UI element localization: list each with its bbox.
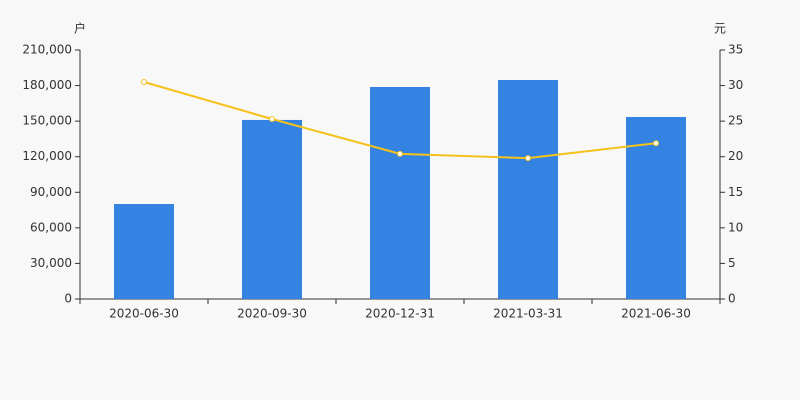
line-point — [525, 155, 531, 162]
y-tick-label: 210,000 — [22, 43, 72, 57]
x-tick-label: 2020-09-30 — [237, 307, 307, 321]
y2-tick-label: 20 — [728, 149, 743, 163]
x-tick-label: 2021-06-30 — [621, 307, 691, 321]
bar — [626, 116, 686, 299]
line-point — [269, 116, 275, 123]
line-point — [141, 79, 147, 86]
y-tick-label: 0 — [64, 292, 72, 306]
y-axis-label: 户 — [74, 21, 86, 36]
y2-tick-label: 10 — [728, 220, 743, 234]
bar — [114, 204, 174, 299]
y2-tick-label: 35 — [728, 43, 743, 57]
y2-tick-label: 0 — [728, 292, 736, 306]
bar — [242, 119, 302, 299]
y-tick-label: 180,000 — [22, 78, 72, 92]
y2-tick-label: 15 — [728, 185, 743, 199]
y-tick-label: 120,000 — [22, 149, 72, 163]
y2-tick-label: 25 — [728, 114, 743, 128]
bar — [498, 79, 558, 300]
y-tick-label: 90,000 — [30, 185, 72, 199]
x-tick-label: 2020-12-31 — [365, 307, 435, 321]
x-tick-label: 2020-06-30 — [109, 307, 179, 321]
y2-tick-label: 30 — [728, 78, 743, 92]
bar — [370, 86, 430, 299]
y2-axis-label: 元 — [714, 22, 726, 36]
line-point — [653, 140, 659, 147]
x-tick-label: 2021-03-31 — [493, 307, 563, 321]
y-tick-label: 150,000 — [22, 114, 72, 128]
y-tick-label: 60,000 — [30, 220, 72, 234]
y-tick-label: 30,000 — [30, 256, 72, 270]
line-point — [397, 150, 403, 157]
y2-tick-label: 5 — [728, 256, 736, 270]
